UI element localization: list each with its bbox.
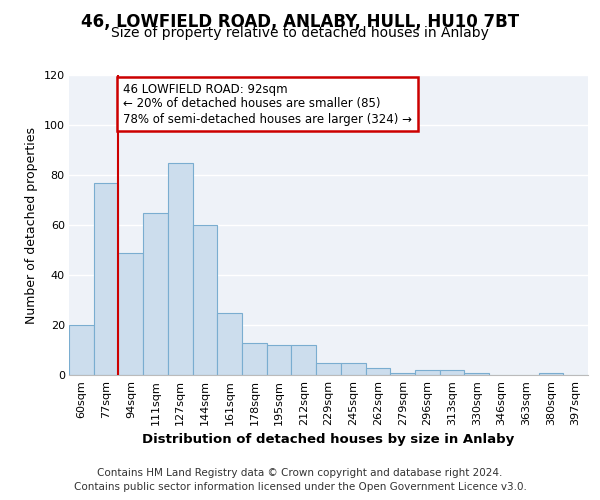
- Text: 46, LOWFIELD ROAD, ANLABY, HULL, HU10 7BT: 46, LOWFIELD ROAD, ANLABY, HULL, HU10 7B…: [81, 12, 519, 30]
- Text: Size of property relative to detached houses in Anlaby: Size of property relative to detached ho…: [111, 26, 489, 40]
- Bar: [415, 370, 440, 375]
- Text: Contains HM Land Registry data © Crown copyright and database right 2024.
Contai: Contains HM Land Registry data © Crown c…: [74, 468, 526, 492]
- Text: 46 LOWFIELD ROAD: 92sqm
← 20% of detached houses are smaller (85)
78% of semi-de: 46 LOWFIELD ROAD: 92sqm ← 20% of detache…: [124, 82, 412, 126]
- Bar: [217, 312, 242, 375]
- Bar: [193, 225, 217, 375]
- Bar: [69, 325, 94, 375]
- Bar: [440, 370, 464, 375]
- Bar: [242, 342, 267, 375]
- Bar: [539, 372, 563, 375]
- Bar: [316, 362, 341, 375]
- Bar: [390, 372, 415, 375]
- Bar: [267, 345, 292, 375]
- Bar: [292, 345, 316, 375]
- X-axis label: Distribution of detached houses by size in Anlaby: Distribution of detached houses by size …: [142, 434, 515, 446]
- Bar: [341, 362, 365, 375]
- Y-axis label: Number of detached properties: Number of detached properties: [25, 126, 38, 324]
- Bar: [94, 182, 118, 375]
- Bar: [464, 372, 489, 375]
- Bar: [118, 252, 143, 375]
- Bar: [143, 212, 168, 375]
- Bar: [365, 368, 390, 375]
- Bar: [168, 162, 193, 375]
